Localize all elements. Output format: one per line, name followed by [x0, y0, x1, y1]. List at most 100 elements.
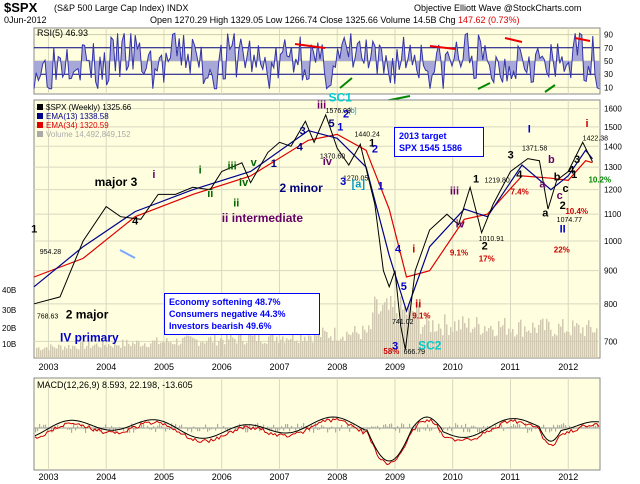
volume-bar — [276, 336, 278, 358]
chart-annotation: ii intermediate — [222, 211, 304, 225]
volume-bar — [308, 335, 310, 358]
volume-bar — [172, 344, 174, 358]
volume-bar — [246, 342, 248, 358]
wave-label: i — [586, 118, 589, 130]
macd-hist-bar — [249, 425, 251, 428]
macd-hist-bar — [193, 426, 195, 428]
volume-bar — [226, 332, 228, 358]
volume-bar — [314, 330, 316, 358]
macd-hist-bar — [235, 428, 237, 432]
rsi-tick-label: 30 — [604, 70, 613, 79]
volume-bar — [294, 341, 296, 358]
macd-hist-bar — [325, 428, 327, 429]
rsi-divergence-mark — [477, 82, 491, 90]
macd-hist-bar — [571, 428, 573, 431]
volume-bar — [522, 336, 524, 358]
macd-hist-bar — [415, 423, 417, 428]
volume-bar — [170, 342, 172, 358]
macd-hist-bar — [271, 428, 273, 431]
macd-hist-bar — [553, 424, 555, 428]
volume-bar — [254, 332, 256, 358]
volume-bar — [408, 303, 410, 358]
volume-bar — [592, 332, 594, 358]
macd-hist-bar — [39, 423, 41, 428]
volume-bar — [62, 349, 64, 358]
volume-bar — [266, 343, 268, 358]
volume-bar — [426, 312, 428, 358]
legend-swatch — [37, 113, 43, 119]
macd-hist-bar — [287, 423, 289, 428]
chart-annotation: IV primary — [60, 330, 119, 344]
macd-hist-bar — [211, 428, 213, 430]
x-tick-label: 2007 — [269, 472, 289, 482]
volume-bar — [320, 337, 322, 358]
volume-bar — [396, 313, 398, 358]
macd-hist-bar — [593, 424, 595, 428]
chart-annotation: 9.1% — [412, 311, 430, 320]
macd-hist-bar — [55, 428, 57, 430]
price-tick-label: 1300 — [604, 163, 622, 172]
volume-bar — [588, 320, 590, 358]
macd-hist-bar — [201, 428, 203, 429]
volume-bar — [282, 336, 284, 358]
chart-annotation: SC2 — [418, 339, 442, 353]
volume-bar — [448, 335, 450, 358]
volume-bar — [474, 327, 476, 358]
macd-hist-bar — [473, 425, 475, 428]
volume-bar — [208, 337, 210, 358]
macd-hist-bar — [169, 428, 171, 431]
macd-hist-bar — [35, 428, 37, 433]
volume-bar — [286, 338, 288, 358]
chart-annotation: 1422.38 — [583, 135, 608, 142]
macd-hist-bar — [111, 425, 113, 428]
chg-label: Chg — [438, 15, 456, 25]
price-x-axis: 2003 2004 2005 2006 2007 2008 2009 2010 2011 2012 — [38, 362, 578, 372]
volume-bar — [264, 342, 266, 358]
volume-bar — [470, 332, 472, 358]
volume-bar — [446, 324, 448, 358]
volume-bar — [238, 334, 240, 358]
chart-annotation: 741.02 — [392, 319, 414, 326]
macd-hist-bar — [159, 423, 161, 428]
volume-bar — [262, 343, 264, 358]
volume-bar — [74, 346, 76, 358]
volume-bar — [310, 336, 312, 358]
rsi-divergence-mark — [429, 45, 456, 50]
sentiment-line-3: Investors bearish 49.6% — [169, 321, 272, 331]
volume-bar — [104, 345, 106, 358]
macd-hist-bar — [549, 428, 551, 433]
wave-label: 1 — [31, 224, 37, 236]
macd-hist-bar — [357, 427, 359, 428]
wave-label: iii — [450, 185, 459, 197]
volume-bar — [200, 342, 202, 358]
macd-hist-bar — [385, 424, 387, 428]
volume-bar — [46, 347, 48, 358]
macd-hist-bar — [67, 428, 69, 430]
macd-hist-bar — [451, 428, 453, 432]
volume-bar — [228, 339, 230, 358]
macd-hist-bar — [507, 426, 509, 428]
volume-bar — [290, 338, 292, 358]
macd-hist-bar — [275, 428, 277, 432]
volume-bar — [154, 340, 156, 358]
volume-bar — [576, 323, 578, 358]
price-tick-label: 1500 — [604, 123, 622, 132]
volume-bar — [410, 302, 412, 358]
macd-hist-bar — [191, 428, 193, 433]
volume-bar — [98, 346, 100, 358]
macd-hist-bar — [151, 428, 153, 430]
low-label: Low — [265, 15, 283, 25]
volume-bar — [564, 332, 566, 358]
macd-hist-bar — [327, 428, 329, 433]
rsi-divergence-marks — [294, 37, 591, 103]
volume-bar — [330, 336, 332, 358]
volume-bar — [186, 335, 188, 358]
macd-hist-bar — [341, 424, 343, 428]
macd-hist-bar — [197, 428, 199, 432]
macd-hist-bar — [335, 428, 337, 433]
chart-date: 0Jun-2012 — [4, 15, 47, 25]
wave-label: 1 — [378, 181, 384, 193]
volume-bar — [348, 334, 350, 358]
volume-bar — [90, 347, 92, 358]
chart-annotation: 10.2% — [588, 176, 611, 185]
